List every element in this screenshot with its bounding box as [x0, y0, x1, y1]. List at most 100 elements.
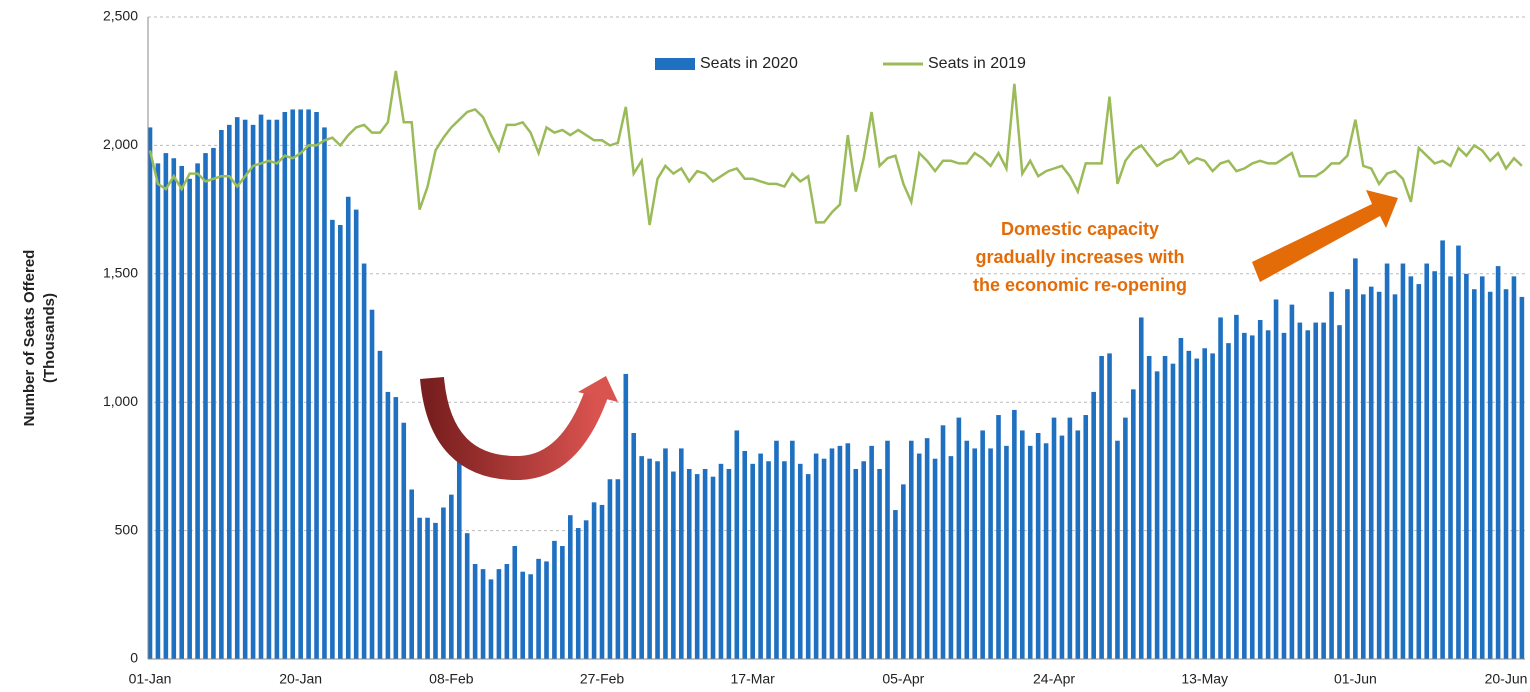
- bar: [805, 474, 811, 659]
- bar: [1400, 263, 1406, 659]
- bar: [258, 114, 264, 660]
- bar: [718, 463, 724, 659]
- bar: [377, 350, 383, 659]
- bar: [964, 440, 970, 659]
- bar: [726, 468, 732, 659]
- y-tick-label: 1,500: [103, 265, 138, 281]
- bar: [647, 458, 652, 659]
- y-tick-label: 2,000: [103, 136, 138, 152]
- annotation: the economic re-opening: [973, 275, 1187, 295]
- bar: [1138, 317, 1144, 659]
- bar: [449, 494, 454, 659]
- x-tick-label: 13-May: [1181, 671, 1228, 687]
- bar: [567, 515, 573, 659]
- bar: [552, 540, 557, 659]
- bar: [1487, 291, 1493, 659]
- bar: [1170, 363, 1176, 659]
- bar: [488, 579, 494, 659]
- bar: [496, 569, 502, 659]
- bar: [1424, 263, 1430, 659]
- bar: [1384, 263, 1390, 659]
- bar: [1234, 314, 1239, 659]
- curved-arrow: [420, 376, 608, 481]
- bar: [591, 502, 597, 659]
- bar: [1178, 338, 1184, 659]
- bar: [1289, 304, 1295, 659]
- bar: [1075, 430, 1081, 659]
- y-tick-label: 500: [115, 521, 139, 537]
- bar: [671, 471, 676, 659]
- y-tick-label: 1,000: [103, 393, 138, 409]
- x-tick-label: 01-Jun: [1334, 671, 1377, 687]
- bar: [1131, 389, 1136, 659]
- bar: [710, 476, 716, 659]
- bar: [425, 517, 430, 659]
- bar: [409, 489, 414, 659]
- bar: [203, 153, 208, 659]
- x-tick-label: 20-Jan: [279, 671, 322, 687]
- bar: [1004, 445, 1009, 659]
- bar: [1027, 445, 1033, 659]
- bar: [821, 458, 827, 659]
- x-tick-label: 27-Feb: [580, 671, 625, 687]
- bar: [1519, 296, 1525, 659]
- bar: [282, 112, 288, 660]
- bar: [1099, 355, 1104, 659]
- bar: [536, 558, 541, 659]
- legend-label: Seats in 2019: [928, 55, 1026, 72]
- bar: [1337, 325, 1342, 659]
- bar: [1265, 330, 1271, 659]
- bar: [1432, 271, 1437, 659]
- bar: [1297, 322, 1303, 659]
- bar: [369, 309, 375, 659]
- bar: [504, 563, 510, 659]
- bar: [1051, 417, 1057, 659]
- bar: [1329, 291, 1334, 659]
- bar: [472, 563, 478, 659]
- bar: [433, 522, 438, 659]
- bar: [512, 546, 518, 659]
- bar: [686, 468, 692, 659]
- legend-label: Seats in 2020: [700, 55, 798, 72]
- bar: [544, 561, 549, 659]
- bar: [1353, 258, 1358, 659]
- bar: [599, 504, 605, 659]
- x-tick-label: 24-Apr: [1033, 671, 1075, 687]
- legend-swatch: [655, 58, 695, 70]
- bar: [1503, 289, 1509, 659]
- arrow-head: [578, 376, 618, 402]
- bar: [1154, 371, 1160, 659]
- bar: [750, 463, 755, 659]
- bar: [1249, 335, 1255, 659]
- bar: [345, 196, 351, 659]
- bar: [219, 129, 224, 659]
- bar: [211, 147, 216, 659]
- bar: [845, 443, 851, 659]
- bar: [1376, 291, 1382, 659]
- bar: [956, 417, 962, 659]
- x-tick-label: 08-Feb: [429, 671, 474, 687]
- bar: [1115, 440, 1120, 659]
- bar: [322, 127, 327, 659]
- bar: [901, 484, 906, 659]
- bar: [1035, 433, 1041, 659]
- bar: [179, 165, 185, 659]
- x-tick-label: 01-Jan: [129, 671, 172, 687]
- bar: [655, 461, 660, 659]
- bar: [163, 153, 169, 659]
- bar: [1059, 435, 1065, 659]
- bar: [877, 468, 882, 659]
- bar: [1146, 355, 1152, 659]
- bar: [195, 163, 200, 659]
- bar: [734, 430, 740, 659]
- bar: [456, 448, 462, 659]
- bar: [782, 461, 787, 659]
- bar: [1273, 299, 1279, 659]
- y-tick-label: 0: [130, 650, 138, 666]
- bar: [972, 448, 978, 659]
- x-tick-label: 17-Mar: [731, 671, 776, 687]
- bar: [250, 124, 256, 659]
- bar: [1226, 343, 1231, 659]
- bar: [560, 546, 565, 659]
- bar: [1360, 294, 1366, 659]
